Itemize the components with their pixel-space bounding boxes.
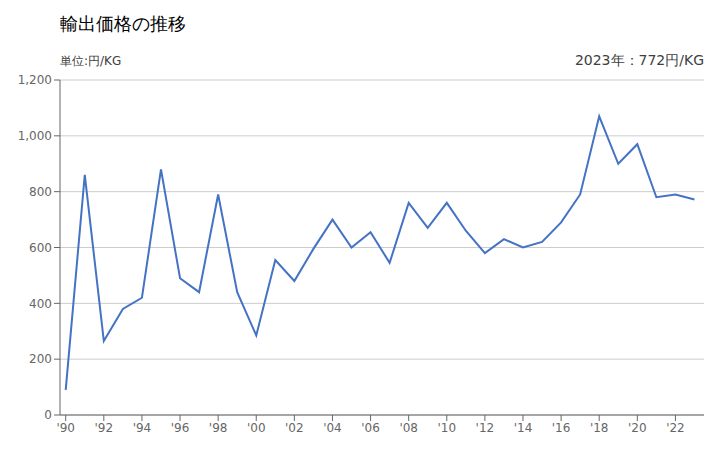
svg-text:400: 400 bbox=[29, 297, 52, 311]
svg-text:'18: '18 bbox=[590, 421, 609, 435]
svg-text:'94: '94 bbox=[133, 421, 152, 435]
html-text:2023年：772円/KG: 2023年：772円/KG bbox=[574, 52, 704, 68]
svg-text:1,200: 1,200 bbox=[18, 73, 52, 87]
svg-text:200: 200 bbox=[29, 352, 52, 366]
svg-text:600: 600 bbox=[29, 241, 52, 255]
svg-text:800: 800 bbox=[29, 185, 52, 199]
svg-text:0: 0 bbox=[44, 408, 52, 422]
svg-text:'92: '92 bbox=[95, 421, 114, 435]
svg-text:'10: '10 bbox=[437, 421, 456, 435]
svg-text:1,000: 1,000 bbox=[18, 129, 52, 143]
html-text:単位:円/KG: 単位:円/KG bbox=[60, 54, 122, 68]
svg-text:'90: '90 bbox=[56, 421, 75, 435]
svg-text:'20: '20 bbox=[628, 421, 647, 435]
svg-text:'98: '98 bbox=[209, 421, 228, 435]
svg-text:'08: '08 bbox=[399, 421, 418, 435]
svg-text:'06: '06 bbox=[361, 421, 380, 435]
svg-text:'16: '16 bbox=[552, 421, 571, 435]
svg-text:'22: '22 bbox=[666, 421, 685, 435]
svg-text:'12: '12 bbox=[476, 421, 495, 435]
html-text:輸出価格の推移: 輸出価格の推移 bbox=[60, 13, 186, 34]
svg-text:'04: '04 bbox=[323, 421, 342, 435]
svg-text:'02: '02 bbox=[285, 421, 304, 435]
svg-text:'14: '14 bbox=[514, 421, 533, 435]
svg-text:'00: '00 bbox=[247, 421, 266, 435]
svg-text:'96: '96 bbox=[171, 421, 190, 435]
